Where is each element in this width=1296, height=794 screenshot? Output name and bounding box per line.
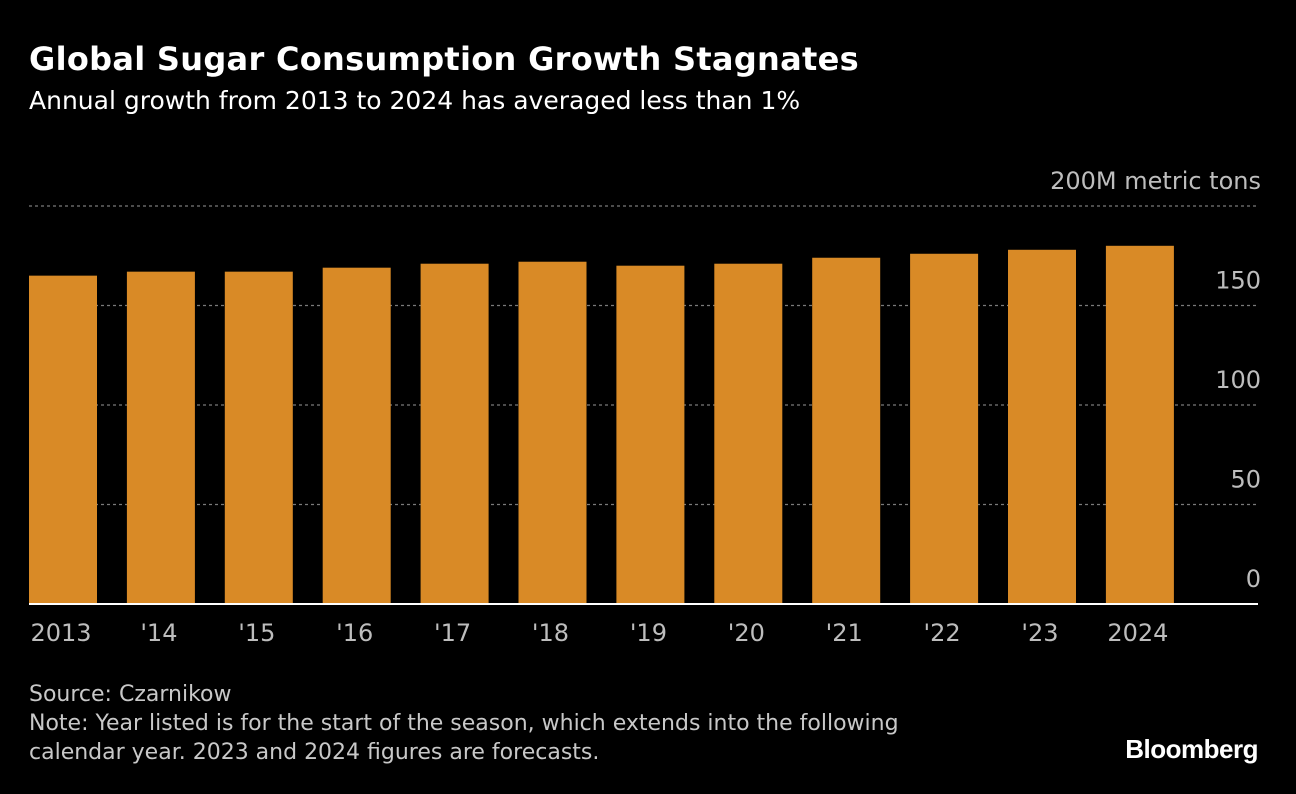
bars xyxy=(29,245,1174,605)
bar xyxy=(1105,245,1174,605)
x-tick-label: '17 xyxy=(434,619,471,647)
x-tick-label: '15 xyxy=(238,619,275,647)
note-text-line2: calendar year. 2023 and 2024 figures are… xyxy=(29,740,600,765)
chart-subtitle: Annual growth from 2013 to 2024 has aver… xyxy=(29,86,801,115)
bar xyxy=(322,267,391,604)
bar xyxy=(29,275,97,604)
y-tick-label: 100 xyxy=(1215,366,1261,394)
x-tick-label: '19 xyxy=(630,619,667,647)
x-tick-label: '21 xyxy=(826,619,863,647)
bar xyxy=(812,257,881,604)
x-tick-label: '16 xyxy=(336,619,373,647)
source-text: Source: Czarnikow xyxy=(29,682,232,707)
bar xyxy=(224,271,293,604)
bar xyxy=(714,263,783,604)
x-tick-label: '20 xyxy=(728,619,765,647)
y-axis-ticks: 0 50 100 150 200M metric tons xyxy=(1050,167,1261,593)
y-tick-label: 200M metric tons xyxy=(1050,167,1261,195)
x-tick-label: '14 xyxy=(140,619,177,647)
x-tick-label: 2013 xyxy=(30,619,91,647)
y-tick-label: 150 xyxy=(1215,267,1261,295)
x-tick-label: '22 xyxy=(924,619,961,647)
bar xyxy=(420,263,489,604)
chart-title: Global Sugar Consumption Growth Stagnate… xyxy=(29,40,859,78)
bar xyxy=(126,271,195,604)
bar xyxy=(616,265,685,604)
bar xyxy=(910,253,979,604)
bar xyxy=(518,261,587,604)
footer: Source: Czarnikow Note: Year listed is f… xyxy=(29,680,899,767)
y-tick-label: 0 xyxy=(1246,565,1261,593)
note-text-line1: Note: Year listed is for the start of th… xyxy=(29,711,899,736)
bar xyxy=(1008,249,1076,604)
y-tick-label: 50 xyxy=(1230,466,1261,494)
bar-chart: 0 50 100 150 200M metric tons 2013 '14 '15 '16 '… xyxy=(29,167,1261,647)
x-tick-label: '18 xyxy=(532,619,569,647)
x-tick-label: '23 xyxy=(1021,619,1058,647)
x-axis-labels: 2013 '14 '15 '16 '17 '18 '19 '20 '21 '22 '23 2024 xyxy=(30,619,1168,647)
x-tick-label: 2024 xyxy=(1107,619,1168,647)
bloomberg-logo: Bloomberg xyxy=(1125,734,1258,764)
